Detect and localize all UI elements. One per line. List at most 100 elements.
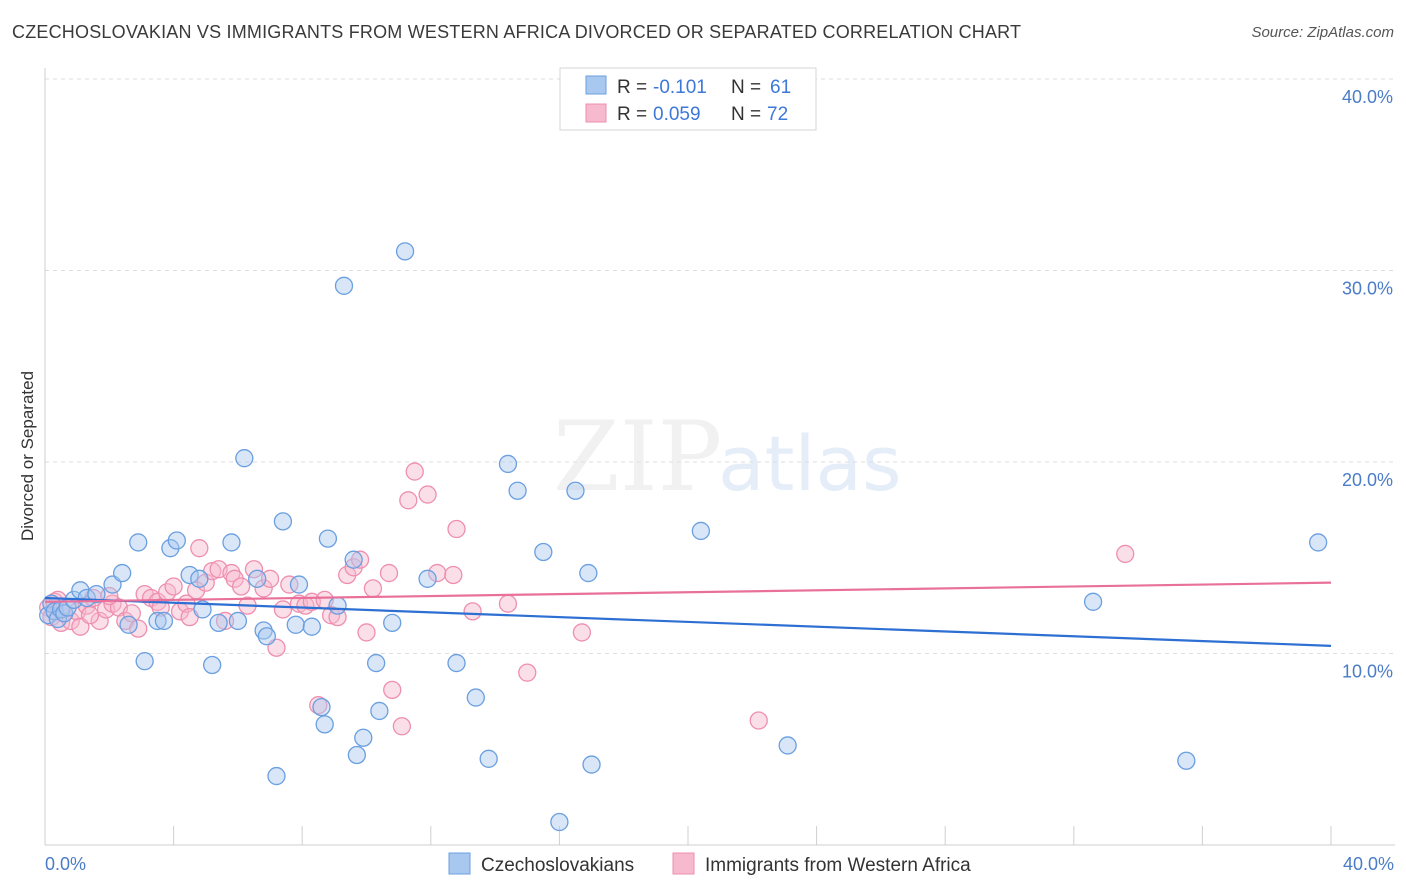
bottom-legend: Czechoslovakians Immigrants from Western…	[448, 852, 971, 876]
data-point-czechoslovakian	[55, 604, 74, 623]
data-point-czechoslovakian	[334, 276, 354, 295]
data-point-czechoslovakian	[318, 529, 338, 548]
data-point-czechoslovakian	[119, 615, 138, 634]
data-point-western-africa	[418, 485, 437, 504]
data-point-western-africa	[518, 663, 537, 682]
data-point-western-africa	[1116, 544, 1135, 564]
data-point-czechoslovakian	[254, 621, 273, 640]
legend-n-label-2: N =	[731, 104, 761, 125]
x-tick-label-max: 40.0%	[1343, 854, 1394, 874]
data-point-czechoslovakian	[1308, 533, 1328, 552]
data-point-western-africa	[363, 579, 383, 598]
data-point-western-africa	[80, 606, 100, 625]
data-point-czechoslovakian	[154, 611, 174, 631]
data-point-czechoslovakian	[302, 617, 321, 636]
data-point-western-africa	[444, 565, 463, 585]
legend-r-value-2: 0.059	[653, 104, 701, 125]
data-point-czechoslovakian	[190, 569, 209, 588]
data-point-western-africa	[280, 575, 299, 594]
data-point-czechoslovakian	[289, 575, 309, 594]
data-point-czechoslovakian	[257, 627, 276, 646]
series-czechoslovakians	[39, 242, 1328, 832]
data-point-czechoslovakian	[778, 736, 797, 755]
data-point-western-africa	[383, 680, 402, 700]
data-point-czechoslovakian	[344, 550, 363, 569]
watermark-atlas: atlas	[718, 419, 902, 508]
data-point-western-africa	[222, 563, 241, 583]
data-point-czechoslovakian	[135, 652, 154, 671]
data-point-czechoslovakian	[366, 653, 386, 673]
y-tick-label: 20.0%	[1342, 470, 1393, 490]
data-point-czechoslovakian	[447, 653, 466, 673]
data-point-western-africa	[244, 560, 264, 579]
legend-swatch-blue	[585, 75, 607, 95]
data-point-czechoslovakian	[222, 533, 241, 552]
y-tick-labels: 10.0% 20.0% 30.0% 40.0%	[1342, 87, 1393, 682]
bottom-legend-swatch-pink	[672, 852, 695, 875]
data-point-czechoslovakian	[479, 749, 498, 768]
bottom-legend-label-blue: Czechoslovakians	[481, 855, 634, 876]
data-point-czechoslovakian	[508, 481, 527, 500]
data-point-czechoslovakian	[167, 531, 186, 550]
data-point-czechoslovakian	[148, 611, 167, 631]
data-point-czechoslovakian	[466, 688, 485, 707]
data-point-czechoslovakian	[228, 611, 248, 631]
data-point-czechoslovakian	[129, 533, 148, 552]
x-ticks	[173, 826, 1332, 845]
trendline-immigrants-western-africa	[44, 581, 1332, 603]
data-point-western-africa	[260, 569, 280, 588]
legend-n-value-1: 61	[770, 77, 791, 98]
data-point-western-africa	[309, 696, 328, 715]
data-point-czechoslovakian	[498, 454, 518, 474]
data-point-czechoslovakian	[248, 569, 267, 588]
data-point-western-africa	[122, 604, 141, 623]
watermark-zip: ZIP	[553, 401, 722, 513]
data-point-czechoslovakian	[370, 701, 389, 721]
data-point-western-africa	[273, 600, 293, 619]
bottom-legend-swatch-blue	[448, 852, 471, 875]
y-axis-label: Divorced or Separated	[18, 371, 37, 541]
data-point-western-africa	[463, 602, 482, 621]
data-point-western-africa	[749, 711, 768, 730]
y-tick-label: 30.0%	[1342, 279, 1393, 299]
data-point-western-africa	[254, 579, 273, 598]
data-point-czechoslovakian	[286, 615, 305, 634]
data-point-czechoslovakian	[534, 542, 553, 562]
data-point-czechoslovakian	[418, 569, 437, 588]
data-point-western-africa	[392, 717, 412, 736]
legend-n-value-2: 72	[767, 104, 788, 125]
data-point-western-africa	[447, 519, 466, 539]
data-point-czechoslovakian	[582, 755, 601, 774]
data-point-czechoslovakian	[691, 521, 711, 541]
data-point-czechoslovakian	[235, 449, 254, 468]
data-point-czechoslovakian	[312, 697, 331, 717]
data-point-czechoslovakian	[383, 613, 402, 633]
data-point-czechoslovakian	[113, 563, 132, 583]
data-point-czechoslovakian	[203, 655, 222, 675]
legend-box: R = -0.101 N = 61 R = 0.059 N = 72	[559, 67, 817, 131]
data-point-czechoslovakian	[209, 613, 228, 633]
data-point-western-africa	[190, 539, 209, 558]
data-point-western-africa	[399, 491, 418, 510]
data-point-czechoslovakian	[579, 563, 598, 583]
data-point-czechoslovakian	[193, 600, 212, 619]
data-point-western-africa	[129, 619, 148, 638]
data-point-czechoslovakian	[347, 745, 367, 765]
legend-swatch-pink	[585, 103, 607, 123]
data-point-czechoslovakian	[1083, 592, 1103, 611]
legend-r-label-1: R =	[617, 77, 647, 98]
data-point-western-africa	[350, 550, 370, 569]
legend-r-label-2: R =	[617, 104, 647, 125]
legend-n-label-1: N =	[731, 77, 761, 98]
axes	[44, 68, 1395, 846]
data-point-czechoslovakian	[267, 766, 286, 786]
bottom-legend-label-pink: Immigrants from Western Africa	[705, 855, 971, 876]
data-point-western-africa	[90, 611, 109, 631]
data-point-western-africa	[379, 563, 399, 583]
data-point-czechoslovakian	[87, 584, 106, 604]
data-point-western-africa	[498, 594, 518, 613]
data-point-czechoslovakian	[273, 512, 293, 531]
x-tick-label-min: 0.0%	[45, 854, 86, 874]
trendline-czechoslovakians	[44, 596, 1332, 647]
data-point-czechoslovakian	[180, 565, 199, 585]
